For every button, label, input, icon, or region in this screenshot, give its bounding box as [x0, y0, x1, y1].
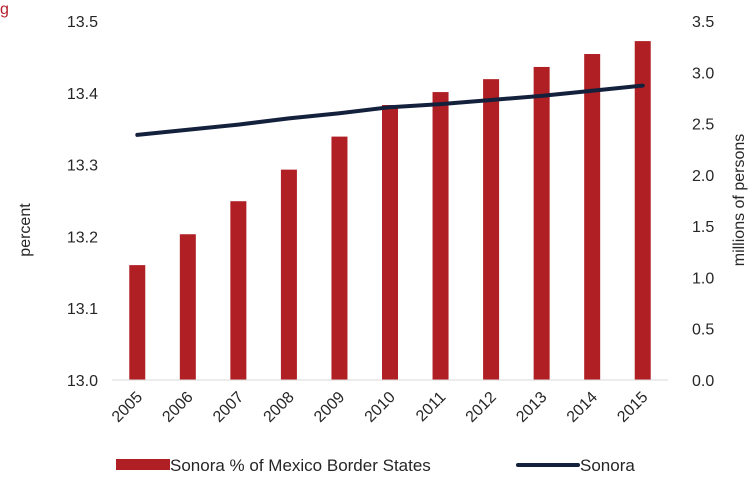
bar	[129, 265, 146, 380]
bar-series	[129, 41, 651, 381]
right-tick-label: 0.0	[692, 373, 714, 390]
right-axis-ticks: 0.0 0.5 1.0 1.5 2.0 2.5 3.0 3.5	[692, 14, 714, 390]
x-tick-label: 2012	[463, 389, 500, 426]
legend-label-bar: Sonora % of Mexico Border States	[170, 456, 431, 475]
left-tick-label: 13.2	[67, 229, 98, 246]
bar	[280, 169, 297, 380]
bar	[634, 41, 651, 380]
right-tick-label: 3.5	[692, 14, 714, 31]
left-axis-ticks: 13.0 13.1 13.2 13.3 13.4 13.5	[67, 14, 98, 390]
right-tick-label: 0.5	[692, 322, 714, 339]
legend-label-line: Sonora	[580, 456, 635, 475]
right-tick-label: 1.5	[692, 219, 714, 236]
bar	[584, 54, 601, 380]
right-axis-title: millions of persons	[731, 134, 748, 267]
x-tick-label: 2008	[261, 389, 298, 426]
left-axis-title: percent	[17, 203, 34, 257]
left-tick-label: 13.0	[67, 373, 98, 390]
x-tick-label: 2005	[109, 389, 146, 426]
bar	[382, 105, 398, 381]
bar	[483, 79, 500, 381]
x-tick-label: 2015	[614, 389, 651, 426]
line-series	[135, 83, 645, 137]
right-tick-label: 2.0	[692, 168, 714, 185]
bar	[432, 92, 449, 380]
x-tick-label: 2006	[159, 389, 196, 426]
right-tick-label: 1.0	[692, 270, 714, 287]
left-tick-label: 13.4	[67, 86, 98, 103]
right-tick-label: 2.5	[692, 117, 714, 134]
left-tick-label: 13.5	[67, 14, 98, 31]
x-tick-label: 2007	[210, 389, 247, 426]
x-tick-label: 2010	[362, 389, 399, 426]
right-tick-label: 3.0	[692, 65, 714, 82]
x-tick-label: 2011	[413, 389, 449, 425]
sonora-line	[135, 83, 645, 137]
x-tick-label: 2013	[513, 389, 550, 426]
bar	[533, 66, 550, 381]
bar	[230, 201, 247, 380]
title-fragment: g	[0, 1, 9, 18]
x-tick-label: 2009	[311, 389, 348, 426]
x-tick-label: 2014	[564, 389, 601, 426]
bar	[179, 234, 196, 380]
bar	[331, 136, 348, 380]
x-axis-ticks: 2005 2006 2007 2008 2009 2010 2011 2012 2013 2014…	[109, 389, 652, 426]
left-tick-label: 13.3	[67, 158, 98, 175]
legend: Sonora % of Mexico Border States Sonora	[116, 456, 635, 475]
legend-swatch-bar	[116, 459, 170, 470]
left-tick-label: 13.1	[67, 301, 98, 318]
